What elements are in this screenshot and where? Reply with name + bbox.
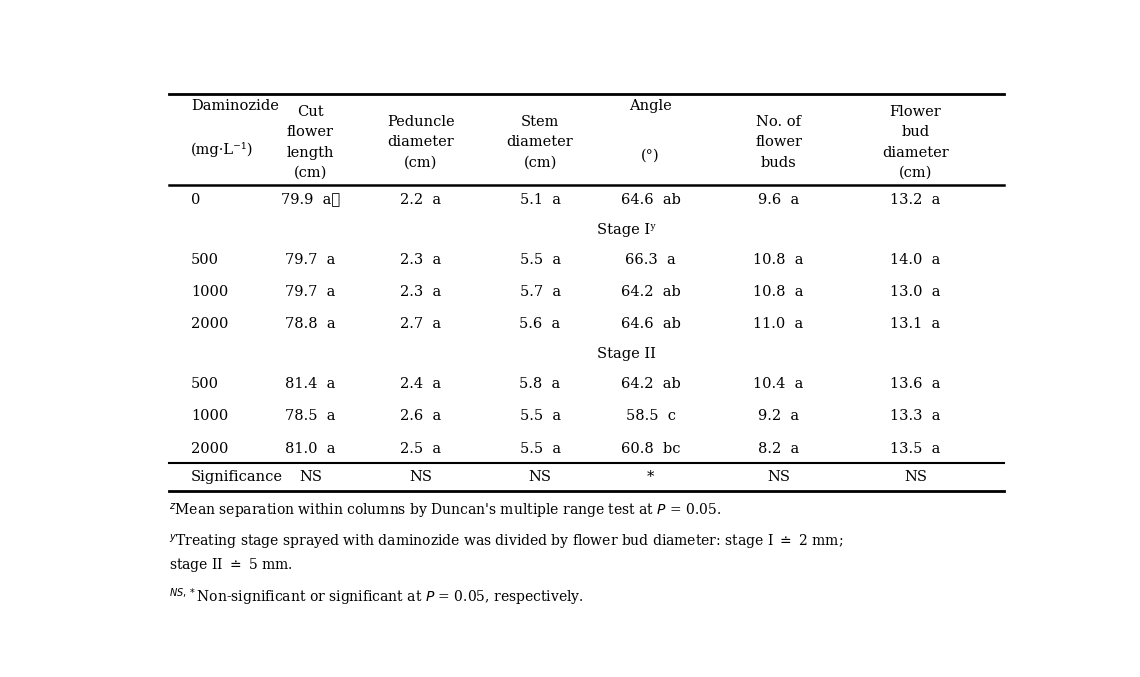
- Text: Angle: Angle: [629, 100, 671, 114]
- Text: 5.1  a: 5.1 a: [520, 192, 561, 206]
- Text: 66.3  a: 66.3 a: [625, 253, 676, 267]
- Text: (mg·L⁻¹): (mg·L⁻¹): [192, 142, 253, 157]
- Text: $^y$Treating stage sprayed with daminozide was divided by flower bud diameter: s: $^y$Treating stage sprayed with daminozi…: [169, 533, 844, 552]
- Text: 2.5  a: 2.5 a: [400, 442, 441, 456]
- Text: 58.5  c: 58.5 c: [626, 410, 676, 423]
- Text: 64.6  ab: 64.6 ab: [620, 317, 681, 331]
- Text: 81.4  a: 81.4 a: [285, 377, 335, 391]
- Text: 78.5  a: 78.5 a: [285, 410, 335, 423]
- Text: NS: NS: [529, 470, 552, 484]
- Text: *: *: [646, 470, 654, 484]
- Text: 500: 500: [192, 253, 219, 267]
- Text: 5.5  a: 5.5 a: [520, 410, 561, 423]
- Text: (°): (°): [641, 149, 660, 163]
- Text: 13.5  a: 13.5 a: [890, 442, 940, 456]
- Text: 60.8  bc: 60.8 bc: [621, 442, 681, 456]
- Text: 13.0  a: 13.0 a: [890, 285, 940, 299]
- Text: 78.8  a: 78.8 a: [285, 317, 335, 331]
- Text: 10.8  a: 10.8 a: [754, 285, 804, 299]
- Text: 64.2  ab: 64.2 ab: [620, 377, 681, 391]
- Text: NS: NS: [299, 470, 321, 484]
- Text: 81.0  a: 81.0 a: [285, 442, 335, 456]
- Text: 2000: 2000: [192, 317, 228, 331]
- Text: Cut
flower
length
(cm): Cut flower length (cm): [286, 106, 334, 179]
- Text: 11.0  a: 11.0 a: [754, 317, 804, 331]
- Text: stage II $\doteq$ 5 mm.: stage II $\doteq$ 5 mm.: [169, 556, 293, 574]
- Text: 2.7  a: 2.7 a: [400, 317, 441, 331]
- Text: 10.4  a: 10.4 a: [754, 377, 804, 391]
- Text: 13.2  a: 13.2 a: [890, 192, 940, 206]
- Text: 9.6  a: 9.6 a: [758, 192, 799, 206]
- Text: Peduncle
diameter
(cm): Peduncle diameter (cm): [386, 116, 455, 169]
- Text: $^{NS,*}$Non-significant or significant at $\it{P}$ = 0.05, respectively.: $^{NS,*}$Non-significant or significant …: [169, 586, 584, 608]
- Text: Flower
bud
diameter
(cm): Flower bud diameter (cm): [882, 106, 948, 179]
- Text: 2.6  a: 2.6 a: [400, 410, 441, 423]
- Text: 2.2  a: 2.2 a: [400, 192, 441, 206]
- Text: NS: NS: [767, 470, 790, 484]
- Text: 10.8  a: 10.8 a: [754, 253, 804, 267]
- Text: 2000: 2000: [192, 442, 228, 456]
- Text: 64.2  ab: 64.2 ab: [620, 285, 681, 299]
- Text: 79.7  a: 79.7 a: [285, 253, 335, 267]
- Text: Stage Iʸ: Stage Iʸ: [596, 223, 656, 236]
- Text: 0: 0: [192, 192, 201, 206]
- Text: 2.4  a: 2.4 a: [400, 377, 441, 391]
- Text: 1000: 1000: [192, 285, 228, 299]
- Text: 2.3  a: 2.3 a: [400, 253, 441, 267]
- Text: 5.8  a: 5.8 a: [520, 377, 561, 391]
- Text: 13.3  a: 13.3 a: [890, 410, 940, 423]
- Text: 5.5  a: 5.5 a: [520, 253, 561, 267]
- Text: Daminozide: Daminozide: [192, 100, 279, 114]
- Text: 9.2  a: 9.2 a: [758, 410, 799, 423]
- Text: $^z$Mean separation within columns by Duncan's multiple range test at $\it{P}$ =: $^z$Mean separation within columns by Du…: [169, 502, 722, 521]
- Text: NS: NS: [409, 470, 432, 484]
- Text: Stem
diameter
(cm): Stem diameter (cm): [506, 116, 573, 169]
- Text: NS: NS: [904, 470, 927, 484]
- Text: 8.2  a: 8.2 a: [758, 442, 799, 456]
- Text: 2.3  a: 2.3 a: [400, 285, 441, 299]
- Text: 79.7  a: 79.7 a: [285, 285, 335, 299]
- Text: 500: 500: [192, 377, 219, 391]
- Text: 5.5  a: 5.5 a: [520, 442, 561, 456]
- Text: 13.6  a: 13.6 a: [890, 377, 940, 391]
- Text: 13.1  a: 13.1 a: [890, 317, 940, 331]
- Text: 5.6  a: 5.6 a: [520, 317, 561, 331]
- Text: Stage II: Stage II: [596, 347, 656, 361]
- Text: 79.9  aᵺ: 79.9 aᵺ: [280, 192, 340, 206]
- Text: 14.0  a: 14.0 a: [890, 253, 940, 267]
- Text: 5.7  a: 5.7 a: [520, 285, 561, 299]
- Text: 1000: 1000: [192, 410, 228, 423]
- Text: No. of
flower
buds: No. of flower buds: [755, 116, 803, 169]
- Text: 64.6  ab: 64.6 ab: [620, 192, 681, 206]
- Text: Significance: Significance: [192, 470, 283, 484]
